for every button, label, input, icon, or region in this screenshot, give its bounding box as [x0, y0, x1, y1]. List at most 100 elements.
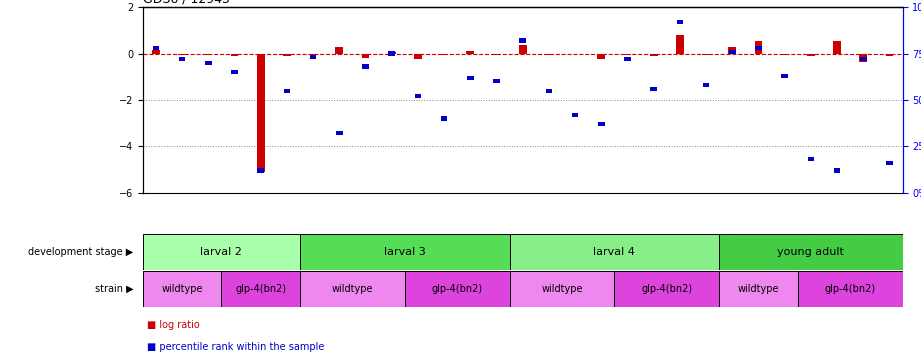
Text: glp-4(bn2): glp-4(bn2): [824, 284, 876, 294]
Bar: [545, 89, 553, 93]
Bar: [440, 54, 448, 55]
Text: GSM445: GSM445: [309, 232, 318, 264]
Bar: [404, 271, 509, 307]
Bar: [807, 54, 815, 56]
Text: GSM456: GSM456: [675, 232, 684, 264]
Bar: [389, 51, 395, 56]
Text: development stage ▶: development stage ▶: [29, 247, 134, 257]
Bar: [257, 54, 264, 172]
Bar: [598, 54, 605, 59]
Text: larval 2: larval 2: [201, 247, 242, 257]
Bar: [571, 54, 579, 55]
Bar: [493, 79, 500, 84]
Bar: [152, 50, 159, 54]
Text: GSM438: GSM438: [728, 232, 737, 264]
Text: GSM442: GSM442: [780, 232, 789, 264]
Bar: [614, 271, 719, 307]
Bar: [834, 169, 840, 172]
Text: GSM439: GSM439: [807, 232, 815, 264]
Bar: [362, 54, 369, 58]
Text: GSM463: GSM463: [230, 232, 239, 264]
Text: GSM449: GSM449: [334, 232, 344, 264]
Bar: [859, 54, 868, 62]
Bar: [493, 54, 500, 55]
Bar: [649, 54, 658, 56]
Text: glp-4(bn2): glp-4(bn2): [235, 284, 286, 294]
Bar: [204, 54, 212, 55]
Bar: [781, 74, 788, 78]
Text: GSM461: GSM461: [178, 232, 187, 264]
Bar: [466, 51, 474, 54]
Text: GSM451: GSM451: [439, 232, 449, 264]
Bar: [729, 50, 736, 54]
Bar: [834, 41, 841, 54]
Text: glp-4(bn2): glp-4(bn2): [432, 284, 483, 294]
Bar: [221, 271, 300, 307]
Text: wildtype: wildtype: [542, 284, 583, 294]
Bar: [598, 122, 604, 126]
Bar: [414, 54, 422, 59]
Bar: [336, 131, 343, 135]
Text: GSM457: GSM457: [597, 232, 606, 264]
Text: young adult: young adult: [777, 247, 845, 257]
Text: GSM464: GSM464: [256, 232, 265, 264]
Text: GSM450: GSM450: [544, 232, 554, 264]
Text: wildtype: wildtype: [161, 284, 203, 294]
Bar: [754, 41, 763, 54]
Bar: [153, 46, 159, 50]
Text: ■ percentile rank within the sample: ■ percentile rank within the sample: [147, 342, 325, 352]
Text: ■ log ratio: ■ log ratio: [147, 321, 200, 331]
Text: wildtype: wildtype: [738, 284, 779, 294]
Bar: [808, 157, 814, 161]
Bar: [624, 54, 632, 55]
Bar: [886, 161, 892, 165]
Text: GSM459: GSM459: [492, 232, 501, 264]
Bar: [703, 83, 709, 87]
Text: GSM448: GSM448: [623, 232, 632, 264]
Bar: [677, 20, 683, 24]
Bar: [143, 271, 221, 307]
Text: GSM444: GSM444: [885, 232, 894, 264]
Text: glp-4(bn2): glp-4(bn2): [641, 284, 693, 294]
Text: larval 3: larval 3: [384, 247, 426, 257]
Bar: [729, 47, 736, 54]
Bar: [362, 65, 368, 69]
Bar: [650, 87, 657, 91]
Bar: [572, 113, 578, 117]
Text: GSM462: GSM462: [204, 232, 213, 264]
Text: GSM460: GSM460: [151, 232, 160, 264]
Bar: [509, 271, 614, 307]
Bar: [335, 47, 344, 54]
Bar: [309, 55, 316, 59]
Text: GSM453: GSM453: [361, 232, 370, 264]
Bar: [230, 54, 239, 56]
Bar: [179, 57, 185, 61]
Text: GSM465: GSM465: [283, 232, 291, 264]
Text: GSM458: GSM458: [702, 232, 711, 264]
Bar: [719, 234, 903, 270]
Text: GSM447: GSM447: [414, 232, 423, 264]
Text: GSM452: GSM452: [649, 232, 659, 264]
Text: GSM466: GSM466: [387, 232, 396, 264]
Bar: [441, 116, 448, 121]
Bar: [178, 54, 186, 55]
Text: strain ▶: strain ▶: [95, 284, 134, 294]
Text: GSM441: GSM441: [754, 232, 763, 264]
Text: GSM446: GSM446: [519, 232, 527, 264]
Text: GSM455: GSM455: [466, 232, 474, 264]
Bar: [300, 271, 404, 307]
Text: GSM443: GSM443: [858, 232, 868, 264]
Bar: [509, 234, 719, 270]
Text: GSM454: GSM454: [571, 232, 579, 264]
Bar: [798, 271, 903, 307]
Bar: [545, 54, 553, 55]
Bar: [860, 57, 867, 61]
Text: GSM440: GSM440: [833, 232, 842, 264]
Bar: [309, 54, 317, 55]
Bar: [755, 46, 762, 50]
Bar: [519, 45, 527, 54]
Bar: [143, 234, 300, 270]
Bar: [414, 94, 421, 98]
Bar: [467, 76, 473, 80]
Bar: [702, 54, 710, 55]
